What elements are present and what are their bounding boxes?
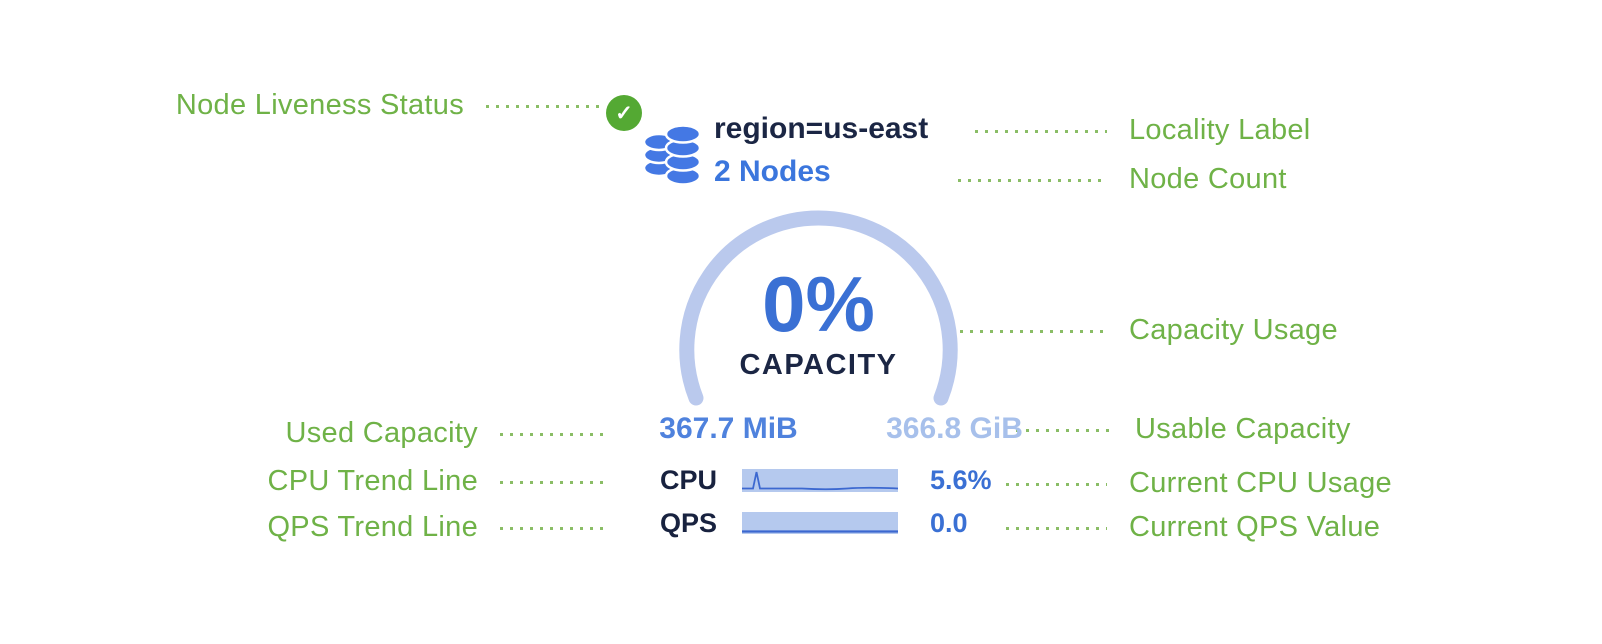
usable-capacity-value: 366.8 GiB bbox=[886, 412, 1023, 445]
qps-trend-sparkline bbox=[742, 512, 898, 534]
leader-line bbox=[486, 104, 602, 108]
annotation-current-qps: Current QPS Value bbox=[1006, 510, 1380, 544]
annotation-qps-trend: QPS Trend Line bbox=[170, 510, 610, 544]
node-card[interactable]: ✓ region=us-east 2 Nodes 0% CAPACITY bbox=[600, 90, 1040, 550]
leader-line bbox=[500, 526, 610, 530]
database-stack-icon bbox=[642, 124, 702, 186]
capacity-usage-percent: 0% bbox=[762, 260, 875, 348]
annotation-label: Locality Label bbox=[1129, 114, 1311, 146]
annotation-node-count: Node Count bbox=[958, 162, 1287, 196]
annotation-label: Usable Capacity bbox=[1135, 413, 1351, 445]
capacity-gauge-arc bbox=[679, 210, 958, 406]
leader-line bbox=[500, 432, 610, 436]
annotation-label: CPU Trend Line bbox=[267, 465, 478, 497]
annotation-label: Used Capacity bbox=[285, 417, 478, 449]
cpu-metric-label: CPU bbox=[660, 465, 718, 495]
annotation-label: Current QPS Value bbox=[1129, 511, 1381, 543]
annotation-node-liveness: Node Liveness Status bbox=[150, 88, 602, 122]
locality-label: region=us-east bbox=[714, 112, 929, 145]
annotation-usable-capacity: Usable Capacity bbox=[1016, 412, 1351, 446]
cpu-trend-sparkline bbox=[742, 469, 898, 492]
cpu-current-value: 5.6% bbox=[930, 465, 992, 495]
annotation-capacity-usage: Capacity Usage bbox=[950, 313, 1338, 347]
annotation-locality-label: Locality Label bbox=[975, 113, 1311, 147]
check-icon: ✓ bbox=[615, 101, 633, 125]
leader-line bbox=[1006, 526, 1107, 530]
used-capacity-value: 367.7 MiB bbox=[659, 412, 798, 445]
leader-line bbox=[958, 178, 1107, 182]
annotation-used-capacity: Used Capacity bbox=[170, 416, 610, 450]
leader-line bbox=[975, 129, 1107, 133]
node-liveness-status-icon: ✓ bbox=[606, 95, 642, 131]
annotation-label: Node Count bbox=[1129, 163, 1287, 195]
leader-line bbox=[1016, 428, 1113, 432]
capacity-caption: CAPACITY bbox=[739, 349, 898, 381]
annotation-label: Node Liveness Status bbox=[175, 89, 464, 121]
leader-line bbox=[1006, 482, 1107, 486]
qps-current-value: 0.0 bbox=[930, 508, 968, 538]
annotation-label: Capacity Usage bbox=[1129, 314, 1338, 346]
leader-line bbox=[950, 329, 1107, 333]
qps-metric-label: QPS bbox=[660, 508, 718, 538]
node-count: 2 Nodes bbox=[714, 155, 831, 188]
annotation-cpu-trend: CPU Trend Line bbox=[170, 464, 610, 498]
annotation-label: Current CPU Usage bbox=[1129, 467, 1392, 499]
annotation-label: QPS Trend Line bbox=[267, 511, 478, 543]
leader-line bbox=[500, 480, 610, 484]
annotation-current-cpu: Current CPU Usage bbox=[1006, 466, 1392, 500]
